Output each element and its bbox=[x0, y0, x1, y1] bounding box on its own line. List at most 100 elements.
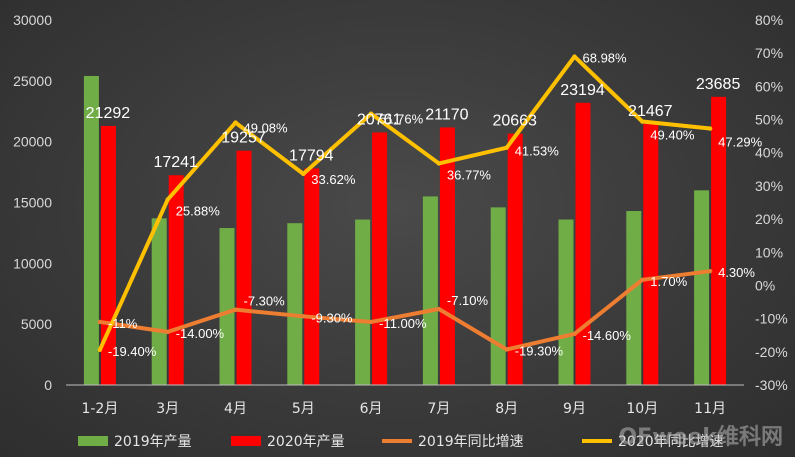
point-2019-growth-1 bbox=[165, 329, 170, 335]
bar-2020-6 bbox=[507, 133, 523, 385]
bar-2020-1 bbox=[168, 175, 184, 385]
line-2020-growth-label: 51.76% bbox=[379, 112, 424, 127]
legend-swatch bbox=[231, 436, 261, 446]
lines-layer bbox=[97, 54, 713, 353]
bar-2020-value-label: 21467 bbox=[628, 103, 673, 120]
line-2019-growth-label: 4.30% bbox=[718, 265, 755, 280]
right-tick-label: -20% bbox=[755, 344, 788, 360]
bar-2020-3 bbox=[304, 168, 320, 385]
left-tick-label: 25000 bbox=[13, 73, 52, 89]
line-2020-growth-label: 41.53% bbox=[515, 144, 560, 159]
bar-2019-2 bbox=[219, 228, 235, 385]
point-2020-growth-0 bbox=[97, 347, 103, 353]
legend-label: 2019年产量 bbox=[114, 434, 192, 450]
watermark: OFweek维科网 bbox=[618, 424, 783, 450]
line-2020-growth-label: -19.40% bbox=[108, 344, 157, 359]
line-2019-growth-label: -19.30% bbox=[515, 343, 564, 358]
left-tick-label: 20000 bbox=[13, 134, 52, 150]
bar-2020-value-label: 23194 bbox=[560, 82, 605, 99]
legend-label: 2019年同比增速 bbox=[418, 434, 524, 450]
right-tick-label: 80% bbox=[755, 12, 783, 28]
left-tick-label: 15000 bbox=[13, 195, 52, 211]
bar-2019-6 bbox=[490, 207, 506, 385]
x-tick-label: 3月 bbox=[156, 401, 179, 417]
point-2019-growth-8 bbox=[640, 277, 645, 283]
point-2020-growth-7 bbox=[572, 54, 577, 59]
x-tick-label: 5月 bbox=[292, 401, 315, 417]
legend-label: 2020年产量 bbox=[267, 434, 345, 450]
bar-2020-5 bbox=[439, 127, 455, 385]
bar-2019-3 bbox=[287, 223, 303, 385]
point-2020-growth-6 bbox=[504, 145, 509, 150]
bar-2019-4 bbox=[355, 219, 371, 385]
point-2019-growth-4 bbox=[368, 319, 374, 325]
x-tick-label: 6月 bbox=[360, 401, 383, 417]
bar-2019-7 bbox=[558, 219, 574, 385]
point-2020-growth-3 bbox=[301, 171, 306, 177]
point-2019-growth-2 bbox=[233, 307, 238, 312]
line-2020-growth-label: 25.88% bbox=[176, 204, 221, 219]
line-2019-growth-label: -14.60% bbox=[583, 328, 632, 343]
line-2020-growth-label: 36.77% bbox=[447, 167, 492, 182]
point-2020-growth-1 bbox=[165, 197, 170, 202]
x-tick-label: 7月 bbox=[427, 401, 450, 417]
right-tick-label: 50% bbox=[755, 112, 783, 128]
axes-layer: 0 5000 10000 15000 20000 25000 30000 -30% -20% -1… bbox=[13, 12, 788, 417]
line-2020-growth-label: 68.98% bbox=[583, 51, 628, 66]
legend: 2019年产量 2020年产量 2019年同比增速 2020年同比增速 bbox=[78, 434, 724, 450]
line-2019-growth-label: -11.00% bbox=[379, 316, 427, 331]
x-tick-label: 8月 bbox=[495, 401, 518, 417]
bar-2020-2 bbox=[236, 150, 252, 385]
x-tick-label: 10月 bbox=[626, 401, 658, 417]
line-2019-growth-label: -7.10% bbox=[447, 293, 489, 308]
right-tick-label: -10% bbox=[755, 311, 788, 327]
left-tick-label: 10000 bbox=[13, 255, 52, 271]
bar-2020-value-label: 17241 bbox=[153, 154, 198, 171]
right-tick-label: 60% bbox=[755, 78, 783, 94]
left-tick-label: 30000 bbox=[13, 12, 52, 28]
bar-2019-8 bbox=[626, 211, 642, 385]
legend-swatch bbox=[78, 436, 108, 446]
point-2019-growth-9 bbox=[707, 268, 713, 274]
left-tick-label: 5000 bbox=[21, 316, 52, 332]
bar-2020-9 bbox=[711, 96, 727, 386]
right-tick-label: 30% bbox=[755, 178, 783, 194]
bar-2020-value-label: 21292 bbox=[86, 105, 131, 122]
x-tick-label: 11月 bbox=[694, 401, 726, 417]
bar-2020-value-label: 20663 bbox=[492, 113, 537, 130]
right-tick-label: 0% bbox=[755, 277, 775, 293]
bar-2020-value-label: 17794 bbox=[289, 148, 334, 165]
left-tick-label: 0 bbox=[44, 377, 52, 393]
line-2019-growth-label: -9.30% bbox=[311, 310, 353, 325]
x-tick-label: 4月 bbox=[224, 401, 247, 417]
point-2020-growth-5 bbox=[436, 161, 442, 166]
bar-2020-8 bbox=[643, 123, 659, 385]
bar-2019-0 bbox=[83, 75, 99, 385]
point-2019-growth-5 bbox=[436, 306, 442, 312]
right-tick-label: 10% bbox=[755, 244, 783, 260]
point-2020-growth-8 bbox=[640, 119, 645, 124]
data-labels-layer: 21292 17241 19257 17794 20761 21170 20663 23194… bbox=[86, 51, 763, 359]
line-2019-growth bbox=[97, 269, 713, 352]
bar-2019-1 bbox=[151, 218, 167, 385]
line-2020-growth bbox=[97, 54, 713, 352]
line-2020-growth-label: 33.62% bbox=[311, 172, 356, 187]
bar-2020-value-label: 20761 bbox=[357, 111, 402, 128]
bar-2020-value-label: 23685 bbox=[696, 76, 741, 93]
line-2019-growth-label: -11% bbox=[108, 316, 138, 331]
right-tick-label: 40% bbox=[755, 145, 783, 161]
point-2019-growth-0 bbox=[97, 319, 103, 325]
bar-2020-7 bbox=[575, 102, 591, 385]
bar-2020-value-label: 19257 bbox=[221, 130, 266, 147]
line-2019-growth-label: -14.00% bbox=[176, 326, 225, 341]
legend-label: 2020年同比增速 bbox=[618, 434, 724, 450]
point-2020-growth-9 bbox=[707, 126, 713, 131]
x-tick-label: 1-2月 bbox=[81, 401, 118, 417]
bar-2019-5 bbox=[422, 196, 438, 385]
point-2019-growth-7 bbox=[572, 331, 577, 337]
right-tick-label: -30% bbox=[755, 377, 788, 393]
point-2019-growth-6 bbox=[504, 347, 509, 352]
point-2020-growth-4 bbox=[368, 111, 374, 116]
bar-2019-9 bbox=[694, 190, 710, 385]
